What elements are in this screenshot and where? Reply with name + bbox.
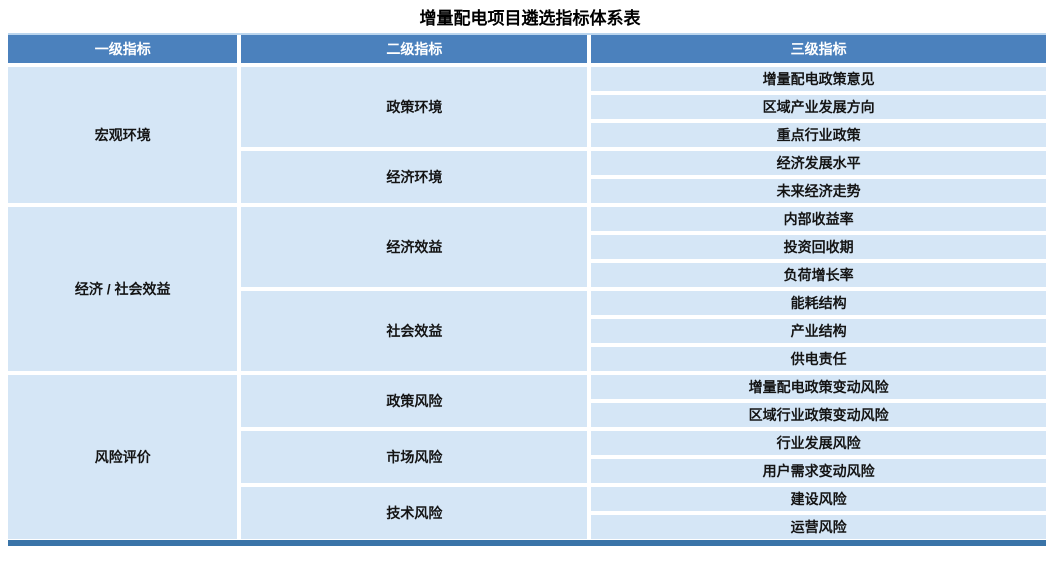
level3-cell: 区域产业发展方向 <box>589 91 1046 123</box>
level3-cell: 行业发展风险 <box>587 427 1046 459</box>
level1-cell: 宏观环境 <box>8 63 242 207</box>
table-row: 经济 / 社会效益 经济效益 内部收益率 <box>8 203 1046 375</box>
table-row: 风险评价 政策风险 增量配电政策变动风险 <box>8 371 1046 543</box>
level3-cell: 重点行业政策 <box>589 119 1046 151</box>
level2-cell: 政策环境 <box>237 63 592 151</box>
level2-cell: 技术风险 <box>239 483 592 543</box>
table-row: 市场风险 行业发展风险 <box>8 427 1046 487</box>
table-row: 供电责任 <box>8 343 1046 375</box>
level3-cell: 经济发展水平 <box>587 147 1046 179</box>
table-row: 技术风险 建设风险 <box>8 483 1046 543</box>
indicator-table-container: 一级指标 二级指标 三级指标 宏观环境 政策环境 增量配电政策意见 区域产业发展方向重… <box>8 33 1046 546</box>
table-row: 产业结构 <box>8 315 1046 347</box>
table-row: 经济环境 经济发展水平 <box>8 147 1046 207</box>
level3-cell: 供电责任 <box>589 343 1046 375</box>
table-row: 负荷增长率 <box>8 259 1046 291</box>
level3-cell: 区域行业政策变动风险 <box>589 399 1046 431</box>
level3-cell: 运营风险 <box>589 511 1046 543</box>
level3-cell: 增量配电政策变动风险 <box>587 371 1046 403</box>
indicator-table: 一级指标 二级指标 三级指标 宏观环境 政策环境 增量配电政策意见 区域产业发展方向重… <box>8 35 1046 543</box>
level2-cell: 政策风险 <box>237 371 592 431</box>
level3-cell: 能耗结构 <box>587 287 1046 319</box>
header-cell-level2: 二级指标 <box>237 35 592 67</box>
level1-cell: 风险评价 <box>8 371 242 543</box>
level3-cell: 内部收益率 <box>587 203 1046 235</box>
level3-cell: 增量配电政策意见 <box>587 63 1046 95</box>
level3-cell: 未来经济走势 <box>589 175 1046 207</box>
level3-cell: 负荷增长率 <box>589 259 1046 291</box>
table-top-border-line <box>8 33 1046 35</box>
header-cell-level3: 三级指标 <box>587 35 1046 67</box>
table-row: 社会效益 能耗结构 <box>8 287 1046 375</box>
table-row: 区域行业政策变动风险 <box>8 399 1046 431</box>
table-row: 投资回收期 <box>8 231 1046 263</box>
level3-cell: 建设风险 <box>587 483 1046 515</box>
level2-cell: 经济环境 <box>239 147 592 207</box>
table-bottom-bar <box>8 540 1046 546</box>
level2-cell: 社会效益 <box>239 287 592 375</box>
table-row: 运营风险 <box>8 511 1046 543</box>
table-row: 未来经济走势 <box>8 175 1046 207</box>
table-row: 宏观环境 政策环境 增量配电政策意见 <box>8 63 1046 207</box>
level2-cell: 经济效益 <box>237 203 592 291</box>
table-body: 宏观环境 政策环境 增量配电政策意见 区域产业发展方向 重点行业政策 经济环境 经济发展水平… <box>8 63 1046 543</box>
table-row: 用户需求变动风险 <box>8 455 1046 487</box>
page-title: 增量配电项目遴选指标体系表 <box>419 9 641 28</box>
table-row: 重点行业政策 <box>8 119 1046 151</box>
header-cell-level1: 一级指标 <box>8 35 242 67</box>
header-row: 一级指标 二级指标 三级指标 <box>8 35 1046 67</box>
level2-cell: 市场风险 <box>239 427 592 487</box>
level1-cell: 经济 / 社会效益 <box>8 203 242 375</box>
level3-cell: 产业结构 <box>589 315 1046 347</box>
table-row: 区域产业发展方向 <box>8 91 1046 123</box>
level3-cell: 投资回收期 <box>589 231 1046 263</box>
level3-cell: 用户需求变动风险 <box>589 455 1046 487</box>
